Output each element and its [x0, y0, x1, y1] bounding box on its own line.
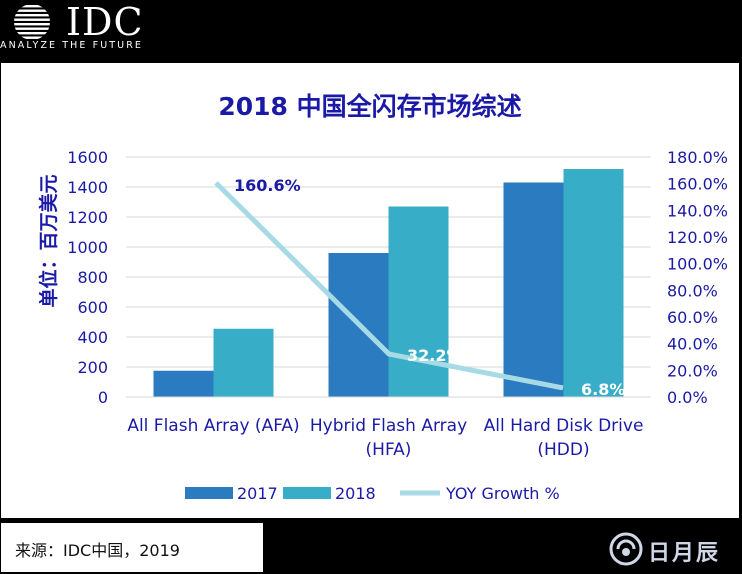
header-bar: IDC ANALYZE THE FUTURE: [0, 0, 742, 62]
x-tick-label: Hybrid Flash Array: [310, 416, 467, 436]
watermark-text: 日月辰: [648, 540, 721, 566]
y-tick-label: 200: [77, 358, 108, 377]
yoy-data-label: 160.6%: [234, 176, 301, 195]
logo-tagline: ANALYZE THE FUTURE: [0, 40, 144, 51]
chart-title: 2018 中国全闪存市场综述: [218, 92, 521, 121]
x-axis: All Flash Array (AFA) Hybrid Flash Array (…: [126, 396, 651, 460]
y2-tick-label: 0.0%: [667, 388, 708, 407]
watermark: 日月辰: [606, 530, 740, 568]
y2-tick-label: 140.0%: [667, 201, 728, 220]
y-tick-label: 0: [98, 388, 108, 407]
yoy-data-label: 32.2%: [407, 346, 463, 365]
source-note: 来源：IDC中国，2019: [15, 541, 180, 560]
y2-tick-label: 120.0%: [667, 228, 728, 247]
bar: [153, 370, 214, 397]
yoy-line: 160.6% 32.2% 6.8%: [214, 176, 625, 399]
idc-globe-icon: [14, 5, 50, 39]
x-tick-label: All Flash Array (AFA): [127, 416, 299, 436]
bar: [503, 182, 564, 397]
y-tick-label: 1400: [67, 178, 108, 197]
legend-swatch: [185, 487, 233, 499]
y-tick-label: 600: [77, 298, 108, 317]
y2-tick-label: 100.0%: [667, 255, 728, 274]
y-axis-title: 单位：百万美元: [37, 174, 60, 307]
yoy-data-label: 6.8%: [581, 380, 625, 399]
y-tick-label: 1600: [67, 148, 108, 167]
y2-tick-label: 180.0%: [667, 148, 728, 167]
chart-canvas: 2018 中国全闪存市场综述 0 200 400 600 800 1000 1200 1400…: [37, 92, 728, 503]
y-tick-label: 1000: [67, 238, 108, 257]
left-y-axis: 0 200 400 600 800 1000 1200 1400 1600: [67, 148, 108, 407]
legend-label: YOY Growth %: [445, 484, 560, 503]
y2-tick-label: 60.0%: [667, 308, 718, 327]
chart-legend: 2017 2018 YOY Growth %: [185, 484, 560, 503]
chart-card: 2018 中国全闪存市场综述 0 200 400 600 800 1000 1200 1400…: [1, 63, 739, 518]
y2-tick-label: 20.0%: [667, 361, 718, 380]
legend-swatch: [283, 487, 331, 499]
watermark-logo-icon: [609, 532, 643, 566]
bar: [388, 206, 449, 397]
y-tick-label: 800: [77, 268, 108, 287]
y2-tick-label: 80.0%: [667, 281, 718, 300]
x-tick-label: (HDD): [537, 440, 589, 460]
bar: [563, 169, 624, 397]
y-tick-label: 400: [77, 328, 108, 347]
y2-tick-label: 40.0%: [667, 335, 718, 354]
right-y-axis: 0.0% 20.0% 40.0% 60.0% 80.0% 100.0% 120.0% 140.…: [667, 148, 728, 407]
bar: [213, 328, 274, 397]
yoy-series-line: [214, 181, 564, 391]
bars: [153, 169, 624, 397]
source-box: 来源：IDC中国，2019: [1, 523, 263, 572]
legend-label: 2017: [237, 484, 278, 503]
logo-wordmark: IDC: [66, 0, 144, 44]
y-tick-label: 1200: [67, 208, 108, 227]
y2-tick-label: 160.0%: [667, 175, 728, 194]
idc-logo: IDC ANALYZE THE FUTURE: [0, 2, 170, 54]
legend-label: 2018: [335, 484, 376, 503]
x-tick-label: (HFA): [366, 440, 412, 460]
x-tick-label: All Hard Disk Drive: [484, 416, 644, 436]
